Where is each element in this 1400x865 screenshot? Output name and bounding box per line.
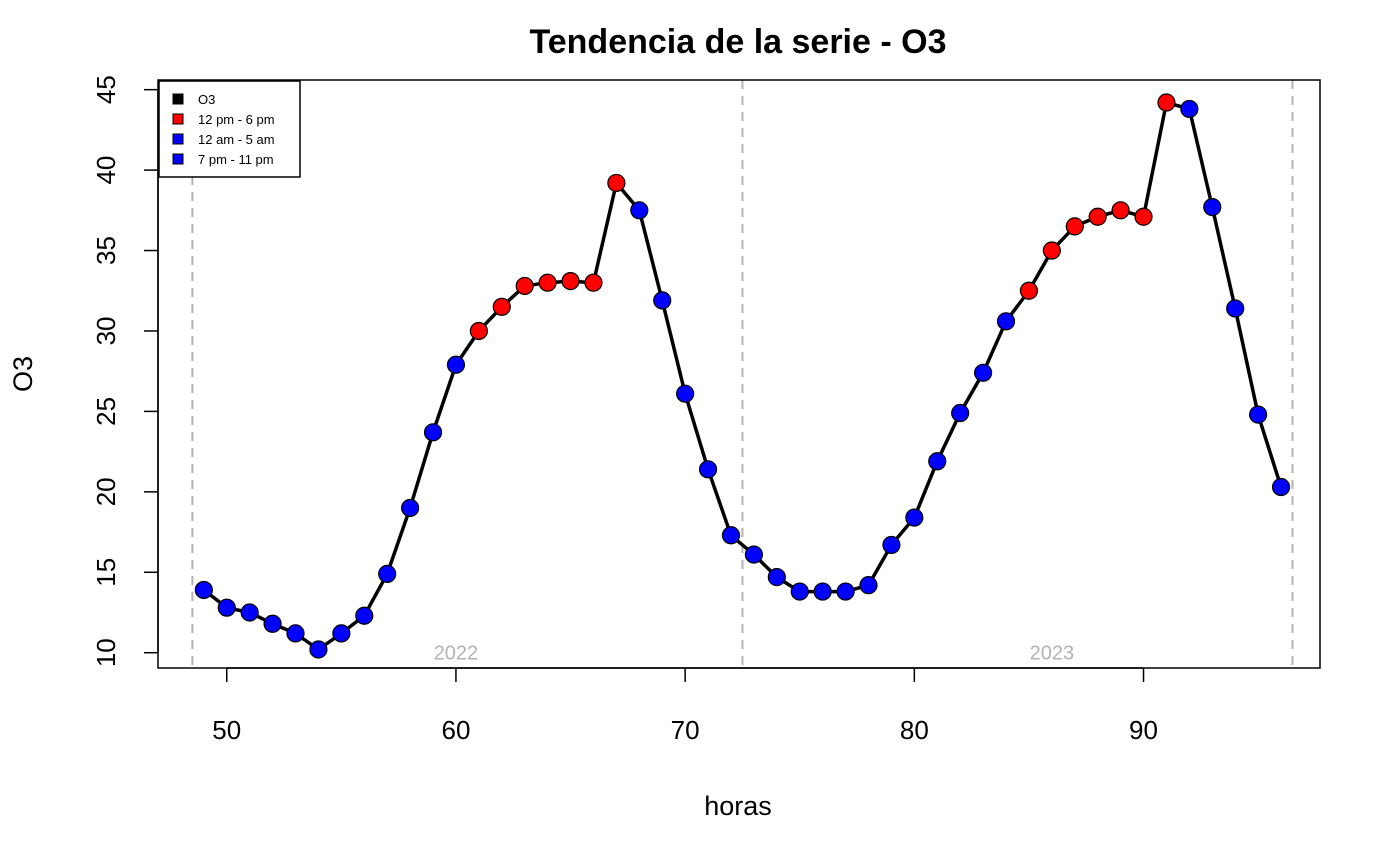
legend: O3 12 pm - 6 pm 12 am - 5 am 7 pm - 11 pm [158, 80, 301, 178]
y-tick-label: 20 [91, 477, 121, 506]
y-axis-label: O3 [8, 356, 38, 392]
legend-label: 7 pm - 11 pm [198, 152, 274, 167]
y-tick-label: 30 [91, 317, 121, 346]
data-point [1203, 197, 1222, 217]
data-point [996, 312, 1016, 331]
data-point [882, 535, 901, 555]
legend-swatch [172, 133, 184, 145]
data-point [263, 614, 282, 633]
data-point [721, 526, 741, 545]
y-tick-label: 40 [91, 156, 121, 185]
data-point [240, 603, 259, 622]
data-point [1249, 405, 1268, 424]
data-point [928, 452, 947, 471]
data-point [1088, 207, 1107, 226]
plot-frame [157, 79, 1321, 669]
legend-label: 12 am - 5 am [198, 132, 275, 147]
data-point [905, 508, 924, 527]
data-point [332, 624, 351, 643]
year-label: 2023 [1030, 643, 1075, 665]
data-point [469, 321, 488, 341]
data-point [446, 355, 466, 374]
data-point [1271, 477, 1291, 497]
data-point [378, 564, 397, 583]
data-point [630, 201, 649, 220]
data-point [653, 291, 672, 310]
data-point [401, 498, 420, 518]
data-point [790, 582, 809, 601]
data-point [561, 271, 580, 291]
data-point [492, 297, 511, 316]
data-point [1042, 241, 1061, 260]
x-axis-label: horas [704, 791, 772, 821]
legend-swatch [172, 93, 184, 105]
plot-area: 2022 2023 [191, 80, 1294, 668]
x-tick-label: 50 [212, 715, 241, 745]
data-point [1019, 281, 1039, 300]
legend-label: O3 [198, 92, 215, 107]
x-axis: 50 60 70 80 90 [212, 667, 1158, 745]
data-point [744, 545, 763, 564]
data-point [767, 568, 786, 587]
data-point [676, 384, 695, 403]
data-point [1180, 99, 1199, 119]
x-tick-label: 90 [1129, 715, 1158, 745]
data-point [355, 606, 374, 625]
y-axis: 10 15 20 25 30 35 40 45 [91, 75, 159, 667]
legend-label: 12 pm - 6 pm [198, 112, 275, 127]
y-tick-label: 15 [91, 558, 121, 587]
legend-swatch [172, 113, 184, 125]
y-tick-label: 45 [91, 75, 121, 104]
y-tick-label: 25 [91, 397, 121, 426]
x-tick-label: 80 [900, 715, 929, 745]
data-point [813, 582, 832, 601]
chart-title: Tendencia de la serie - O3 [530, 23, 947, 61]
data-point [836, 582, 855, 601]
data-point [286, 624, 305, 643]
data-point [309, 640, 328, 659]
x-tick-label: 60 [441, 715, 470, 745]
y-tick-label: 10 [91, 638, 121, 667]
data-point [698, 460, 718, 479]
data-point [584, 273, 603, 292]
year-label: 2022 [434, 643, 479, 665]
y-tick-label: 35 [91, 236, 121, 265]
data-point [973, 363, 993, 382]
data-point [859, 576, 878, 595]
data-point [515, 276, 534, 296]
legend-swatch [172, 153, 184, 165]
data-point [1111, 201, 1130, 220]
x-tick-label: 70 [671, 715, 700, 745]
data-point [1134, 207, 1153, 226]
data-point [607, 173, 626, 193]
data-point [1226, 299, 1245, 318]
data-point [423, 423, 443, 442]
data-point [538, 273, 557, 292]
data-point [194, 580, 213, 600]
data-point [1065, 217, 1084, 236]
data-point [951, 403, 970, 423]
data-point [1157, 93, 1176, 112]
data-point [217, 598, 236, 617]
